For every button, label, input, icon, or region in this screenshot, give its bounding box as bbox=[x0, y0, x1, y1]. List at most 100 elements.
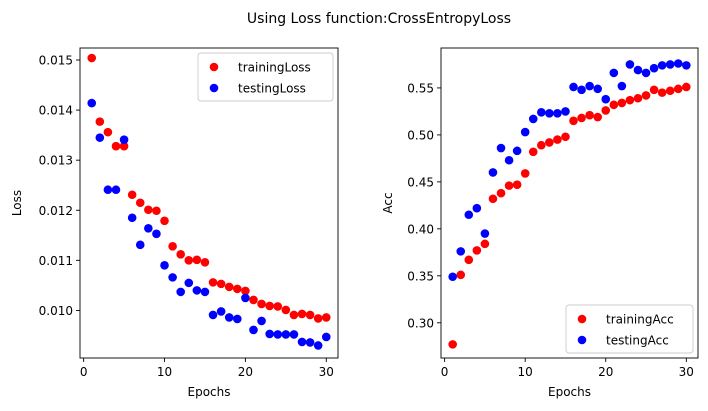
data-point-trainingLoss-24 bbox=[273, 302, 283, 311]
data-point-testingAcc-4 bbox=[472, 203, 482, 213]
data-point-trainingLoss-10 bbox=[160, 216, 169, 226]
data-point-trainingLoss-7 bbox=[135, 198, 145, 208]
y-axis-label: Loss bbox=[10, 190, 24, 216]
data-point-testingLoss-23 bbox=[265, 329, 274, 339]
data-point-testingLoss-27 bbox=[297, 337, 307, 347]
data-point-trainingLoss-17 bbox=[216, 279, 226, 289]
x-tick-label: 20 bbox=[238, 365, 253, 379]
data-point-trainingLoss-29 bbox=[313, 314, 323, 323]
data-point-trainingAcc-27 bbox=[657, 88, 667, 97]
data-point-trainingLoss-6 bbox=[127, 190, 137, 200]
legend-label-trainingLoss: trainingLoss bbox=[238, 61, 311, 75]
data-point-trainingLoss-13 bbox=[184, 256, 194, 265]
data-point-testingAcc-16 bbox=[569, 82, 578, 92]
x-tick-label: 10 bbox=[518, 365, 533, 379]
data-point-trainingAcc-30 bbox=[682, 82, 691, 92]
y-tick-label: 0.40 bbox=[407, 222, 434, 236]
data-point-trainingLoss-1 bbox=[87, 53, 97, 63]
y-tick-label: 0.011 bbox=[39, 254, 73, 268]
data-point-testingAcc-10 bbox=[520, 127, 530, 137]
data-point-testingLoss-17 bbox=[216, 307, 226, 316]
y-tick-label: 0.35 bbox=[407, 269, 434, 283]
x-tick-label: 0 bbox=[441, 365, 449, 379]
data-point-trainingAcc-10 bbox=[520, 169, 530, 178]
data-point-testingLoss-22 bbox=[257, 316, 266, 326]
x-axis-label: Epochs bbox=[548, 385, 591, 399]
data-point-testingLoss-25 bbox=[281, 330, 291, 339]
data-point-testingLoss-1 bbox=[87, 98, 97, 108]
data-point-trainingAcc-7 bbox=[496, 188, 506, 198]
y-axis-label: Acc bbox=[381, 192, 395, 213]
data-point-trainingAcc-26 bbox=[649, 85, 659, 95]
data-point-trainingAcc-3 bbox=[464, 255, 474, 265]
data-point-testingAcc-25 bbox=[641, 68, 651, 78]
legend-marker-testingAcc bbox=[577, 335, 587, 345]
legend-marker-trainingLoss bbox=[209, 62, 219, 72]
data-point-testingAcc-24 bbox=[633, 65, 643, 75]
data-point-trainingAcc-8 bbox=[504, 181, 514, 190]
x-tick-label: 10 bbox=[157, 365, 172, 379]
data-point-testingLoss-18 bbox=[224, 313, 234, 322]
data-point-testingLoss-13 bbox=[184, 278, 194, 288]
x-tick-label: 30 bbox=[679, 365, 694, 379]
data-point-testingLoss-10 bbox=[160, 261, 169, 270]
data-point-trainingLoss-19 bbox=[233, 284, 242, 294]
legend-marker-testingLoss bbox=[209, 83, 219, 93]
data-point-trainingAcc-21 bbox=[609, 100, 619, 110]
data-point-trainingLoss-9 bbox=[152, 206, 161, 216]
legend-marker-trainingAcc bbox=[577, 314, 587, 324]
data-point-testingAcc-2 bbox=[456, 247, 466, 256]
data-point-testingAcc-14 bbox=[553, 108, 562, 118]
data-point-testingLoss-4 bbox=[111, 185, 121, 195]
data-point-testingLoss-5 bbox=[119, 135, 129, 144]
data-point-testingLoss-3 bbox=[103, 185, 113, 195]
data-point-testingAcc-17 bbox=[577, 85, 586, 95]
loss-subplot: 0 10 20 30 0.010 0.011 0.012 0.013 0.014 0.015 Epo… bbox=[10, 47, 339, 399]
data-point-trainingAcc-23 bbox=[625, 95, 635, 105]
data-point-trainingLoss-20 bbox=[241, 286, 250, 296]
legend: trainingLoss testingLoss bbox=[197, 52, 334, 102]
legend-label-testingAcc: testingAcc bbox=[606, 334, 669, 348]
accuracy-subplot: 0 10 20 30 0.30 0.35 0.40 0.45 0.50 0.55 Epochs Acc… bbox=[381, 47, 699, 399]
data-point-trainingLoss-5 bbox=[119, 141, 129, 151]
data-point-trainingLoss-27 bbox=[297, 309, 307, 319]
data-point-testingLoss-20 bbox=[241, 293, 250, 303]
x-axis-label: Epochs bbox=[188, 385, 231, 399]
data-point-trainingAcc-6 bbox=[488, 194, 498, 204]
data-point-trainingLoss-28 bbox=[305, 310, 315, 320]
data-point-trainingLoss-15 bbox=[200, 258, 210, 267]
legend-frame bbox=[565, 304, 694, 354]
data-point-testingLoss-26 bbox=[289, 330, 299, 339]
data-point-trainingAcc-4 bbox=[472, 246, 482, 255]
data-point-trainingLoss-18 bbox=[224, 282, 234, 292]
data-point-testingLoss-30 bbox=[321, 332, 331, 342]
axes-frame bbox=[440, 47, 699, 359]
data-point-trainingAcc-14 bbox=[553, 135, 562, 144]
data-point-testingAcc-12 bbox=[537, 108, 546, 117]
data-point-testingLoss-28 bbox=[305, 338, 315, 347]
data-point-testingLoss-24 bbox=[273, 330, 283, 339]
data-point-trainingAcc-29 bbox=[673, 84, 683, 94]
data-point-testingLoss-15 bbox=[200, 287, 210, 297]
data-point-trainingLoss-4 bbox=[111, 141, 121, 151]
data-point-testingAcc-7 bbox=[496, 143, 506, 153]
data-point-testingAcc-21 bbox=[609, 68, 619, 78]
y-tick-label: 0.010 bbox=[39, 304, 73, 318]
data-point-trainingAcc-16 bbox=[569, 116, 578, 126]
data-point-trainingLoss-2 bbox=[95, 117, 105, 126]
data-point-trainingAcc-1 bbox=[448, 340, 457, 349]
data-point-trainingLoss-11 bbox=[168, 242, 177, 251]
data-point-trainingLoss-14 bbox=[192, 255, 202, 265]
x-tick-label: 30 bbox=[319, 365, 334, 379]
data-point-trainingAcc-25 bbox=[641, 91, 651, 100]
data-point-trainingAcc-20 bbox=[601, 106, 611, 115]
data-point-testingAcc-1 bbox=[448, 272, 457, 282]
data-point-trainingAcc-22 bbox=[617, 98, 627, 108]
data-point-testingAcc-20 bbox=[601, 94, 611, 104]
data-point-testingAcc-8 bbox=[504, 155, 514, 165]
y-tick-label: 0.012 bbox=[39, 204, 73, 218]
data-point-testingAcc-22 bbox=[617, 81, 627, 91]
data-point-testingLoss-9 bbox=[152, 229, 161, 239]
data-point-testingAcc-11 bbox=[528, 114, 538, 124]
